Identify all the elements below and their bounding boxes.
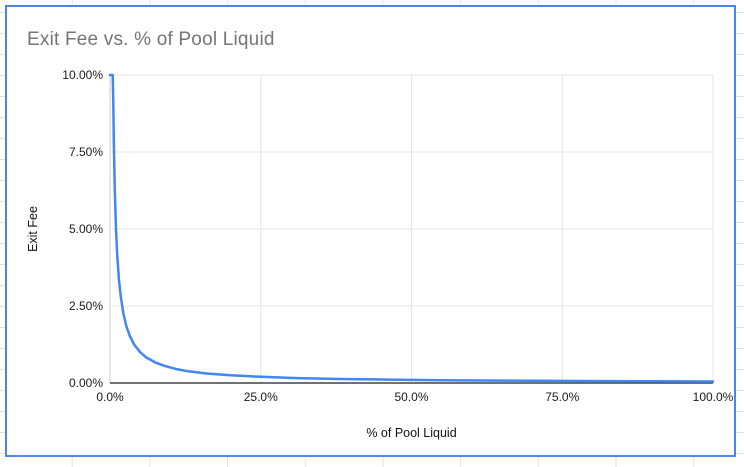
chart-title: Exit Fee vs. % of Pool Liquid xyxy=(27,29,275,50)
x-axis-title: % of Pool Liquid xyxy=(366,426,457,440)
chart-container[interactable] xyxy=(5,5,736,457)
y-axis-title: Exit Fee xyxy=(26,206,40,252)
